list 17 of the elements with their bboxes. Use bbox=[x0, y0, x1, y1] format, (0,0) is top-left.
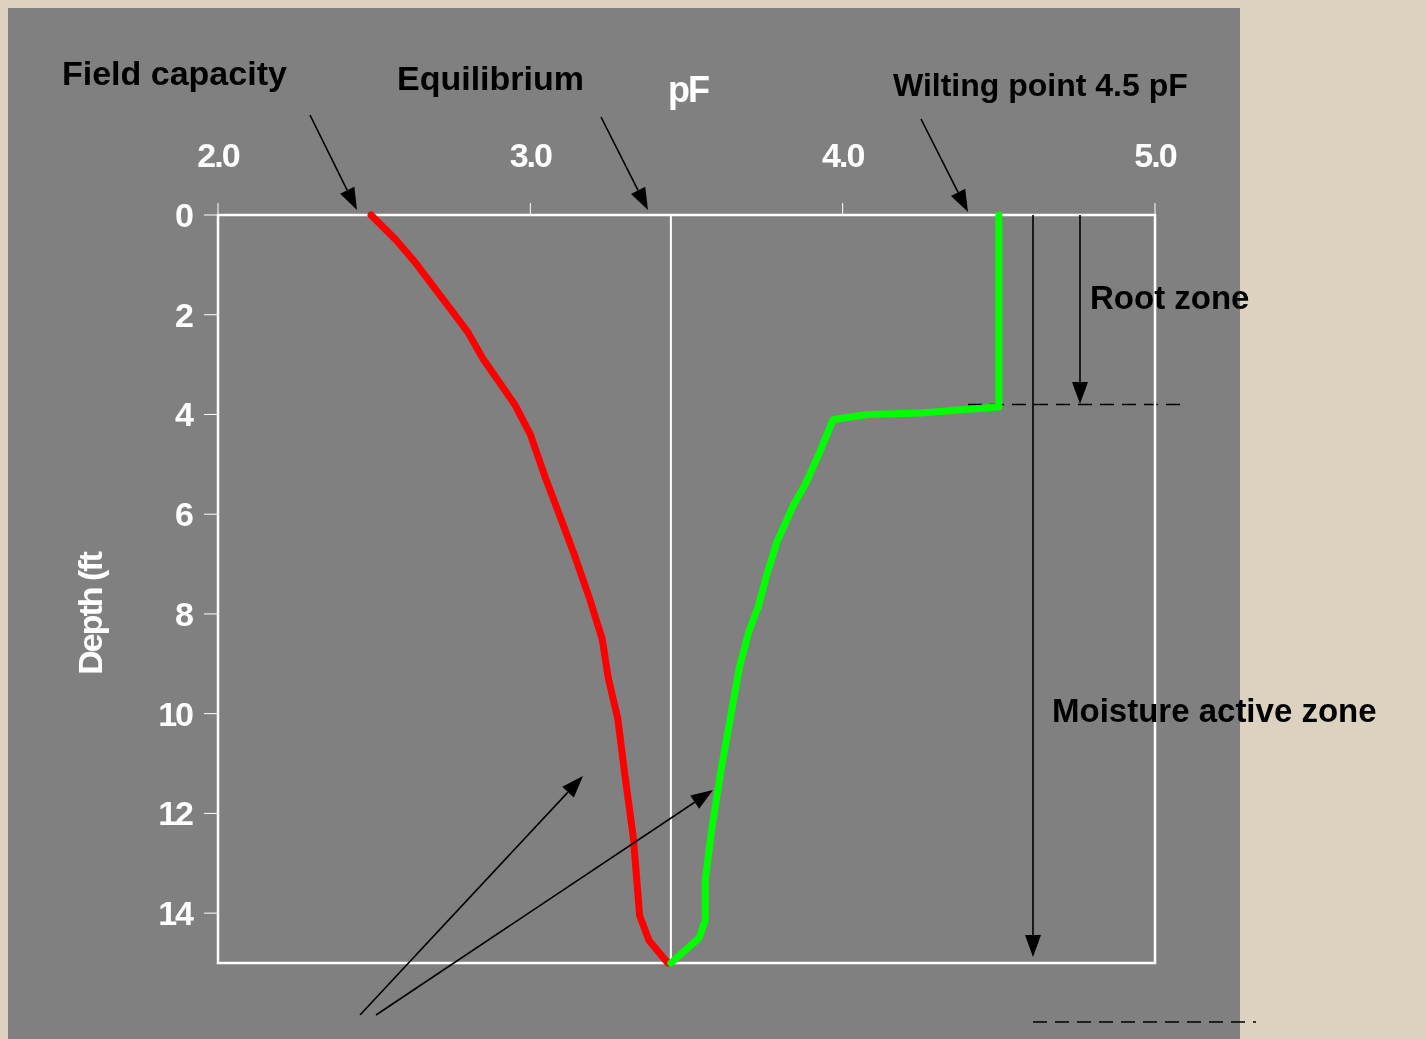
text: Equilibrium bbox=[397, 59, 584, 97]
y-tick-label: 0 bbox=[175, 195, 194, 234]
y-tick-label: 4 bbox=[175, 395, 195, 434]
y-tick-label: 6 bbox=[175, 495, 194, 534]
x-axis-title: pF bbox=[668, 69, 709, 110]
x-tick-label: 5.0 bbox=[1134, 136, 1177, 174]
y-tick-label: 10 bbox=[158, 694, 194, 733]
y-axis-title: Depth (ft bbox=[71, 551, 109, 675]
y-tick-label: 14 bbox=[158, 894, 195, 933]
x-tick-label: 3.0 bbox=[509, 136, 553, 174]
y-tick-label: 12 bbox=[158, 794, 194, 833]
text: Field capacity bbox=[62, 54, 287, 92]
x-tick-label: 4.0 bbox=[822, 136, 865, 174]
text: Wilting point 4.5 pF bbox=[893, 67, 1188, 103]
y-tick-label: 2 bbox=[175, 295, 194, 334]
y-tick-label: 8 bbox=[175, 594, 194, 633]
x-tick-label: 2.0 bbox=[197, 136, 240, 174]
